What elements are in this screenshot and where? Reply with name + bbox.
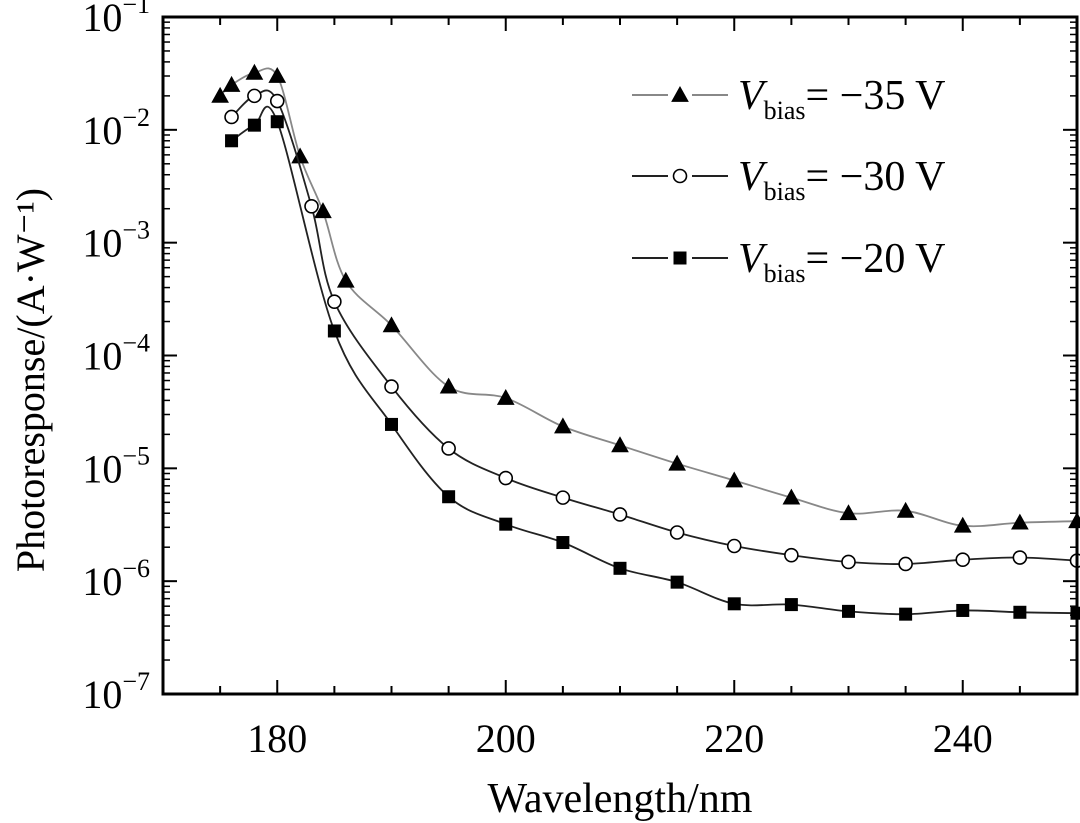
legend-label: Vbias= −35 V — [738, 73, 946, 125]
data-point — [225, 134, 239, 148]
data-point — [327, 294, 342, 309]
data-point — [726, 538, 742, 554]
data-point — [270, 115, 284, 129]
legend: Vbias= −35 V Vbias= −30 V Vbias= −20 V — [632, 73, 946, 288]
data-point — [314, 202, 332, 219]
data-point — [555, 490, 571, 505]
data-point — [1012, 550, 1028, 565]
legend-label: Vbias= −30 V — [738, 154, 946, 206]
data-point — [955, 552, 971, 567]
data-point — [247, 118, 261, 132]
data-point — [327, 324, 341, 338]
series-line — [219, 67, 1078, 528]
x-axis-label: Wavelength/nm — [488, 776, 753, 822]
data-point — [245, 63, 264, 80]
data-point — [670, 575, 684, 589]
data-point — [498, 470, 514, 486]
data-point — [385, 417, 398, 431]
y-tick-label: 10−5 — [82, 441, 150, 491]
series-line — [230, 89, 1078, 565]
data-point — [841, 554, 856, 570]
legend-marker — [671, 85, 689, 102]
data-point — [612, 507, 628, 522]
data-point — [268, 66, 287, 83]
data-point — [839, 504, 858, 521]
data-point — [554, 417, 572, 434]
data-point — [222, 75, 241, 92]
data-point — [556, 536, 570, 550]
series-1 — [211, 63, 1080, 533]
x-tick-label: 220 — [704, 716, 764, 761]
x-tick-label: 240 — [933, 716, 993, 761]
data-point — [1011, 513, 1029, 530]
y-tick-label: 10−2 — [82, 103, 150, 153]
data-point — [384, 379, 399, 394]
x-tick-label: 180 — [247, 716, 307, 761]
legend-label: Vbias= −20 V — [738, 236, 946, 288]
data-point — [247, 88, 262, 104]
data-point — [956, 603, 970, 617]
data-point — [211, 86, 229, 103]
data-point — [336, 271, 355, 288]
data-point — [442, 490, 456, 504]
data-point — [499, 517, 513, 531]
data-point — [668, 454, 686, 471]
series-3 — [225, 105, 1080, 621]
data-point — [669, 525, 685, 540]
data-point — [441, 441, 456, 456]
data-point — [953, 516, 972, 533]
legend-entry-3: Vbias= −20 V — [632, 236, 946, 288]
data-point — [725, 471, 744, 488]
data-point — [382, 316, 401, 333]
series-line — [231, 105, 1078, 616]
data-point — [896, 501, 915, 518]
y-axis-label: Photoresponse/(A·W⁻¹) — [8, 188, 53, 572]
legend-marker — [672, 168, 688, 184]
legend-marker — [673, 251, 687, 265]
data-point — [782, 488, 801, 505]
data-point — [496, 388, 515, 405]
data-point — [613, 561, 627, 575]
y-tick-label: 10−1 — [82, 0, 150, 40]
data-point — [611, 436, 629, 453]
data-point — [224, 109, 239, 125]
data-point — [439, 377, 458, 394]
data-point — [269, 93, 285, 109]
data-point — [304, 199, 319, 214]
data-point — [1069, 553, 1080, 568]
data-point — [727, 597, 741, 611]
data-point — [784, 598, 798, 612]
data-point — [899, 607, 913, 621]
axes-layer: 180 200 220 240 10−7 10−6 10−5 10−4 10−3 10−2 10−1 — [82, 0, 1079, 761]
x-tick-label: 200 — [476, 716, 536, 761]
series-2 — [224, 88, 1080, 572]
y-tick-label: 10−7 — [82, 667, 150, 717]
data-point — [784, 547, 799, 563]
legend-entry-1: Vbias= −35 V — [632, 73, 946, 125]
y-tick-label: 10−4 — [82, 329, 150, 379]
data-point — [1070, 606, 1080, 620]
data-point — [898, 556, 913, 572]
data-point — [842, 604, 855, 618]
legend-entry-2: Vbias= −30 V — [632, 154, 946, 206]
series-layer — [211, 63, 1080, 621]
y-tick-label: 10−6 — [82, 554, 150, 604]
data-point — [1013, 605, 1027, 619]
y-tick-label: 10−3 — [82, 216, 150, 266]
